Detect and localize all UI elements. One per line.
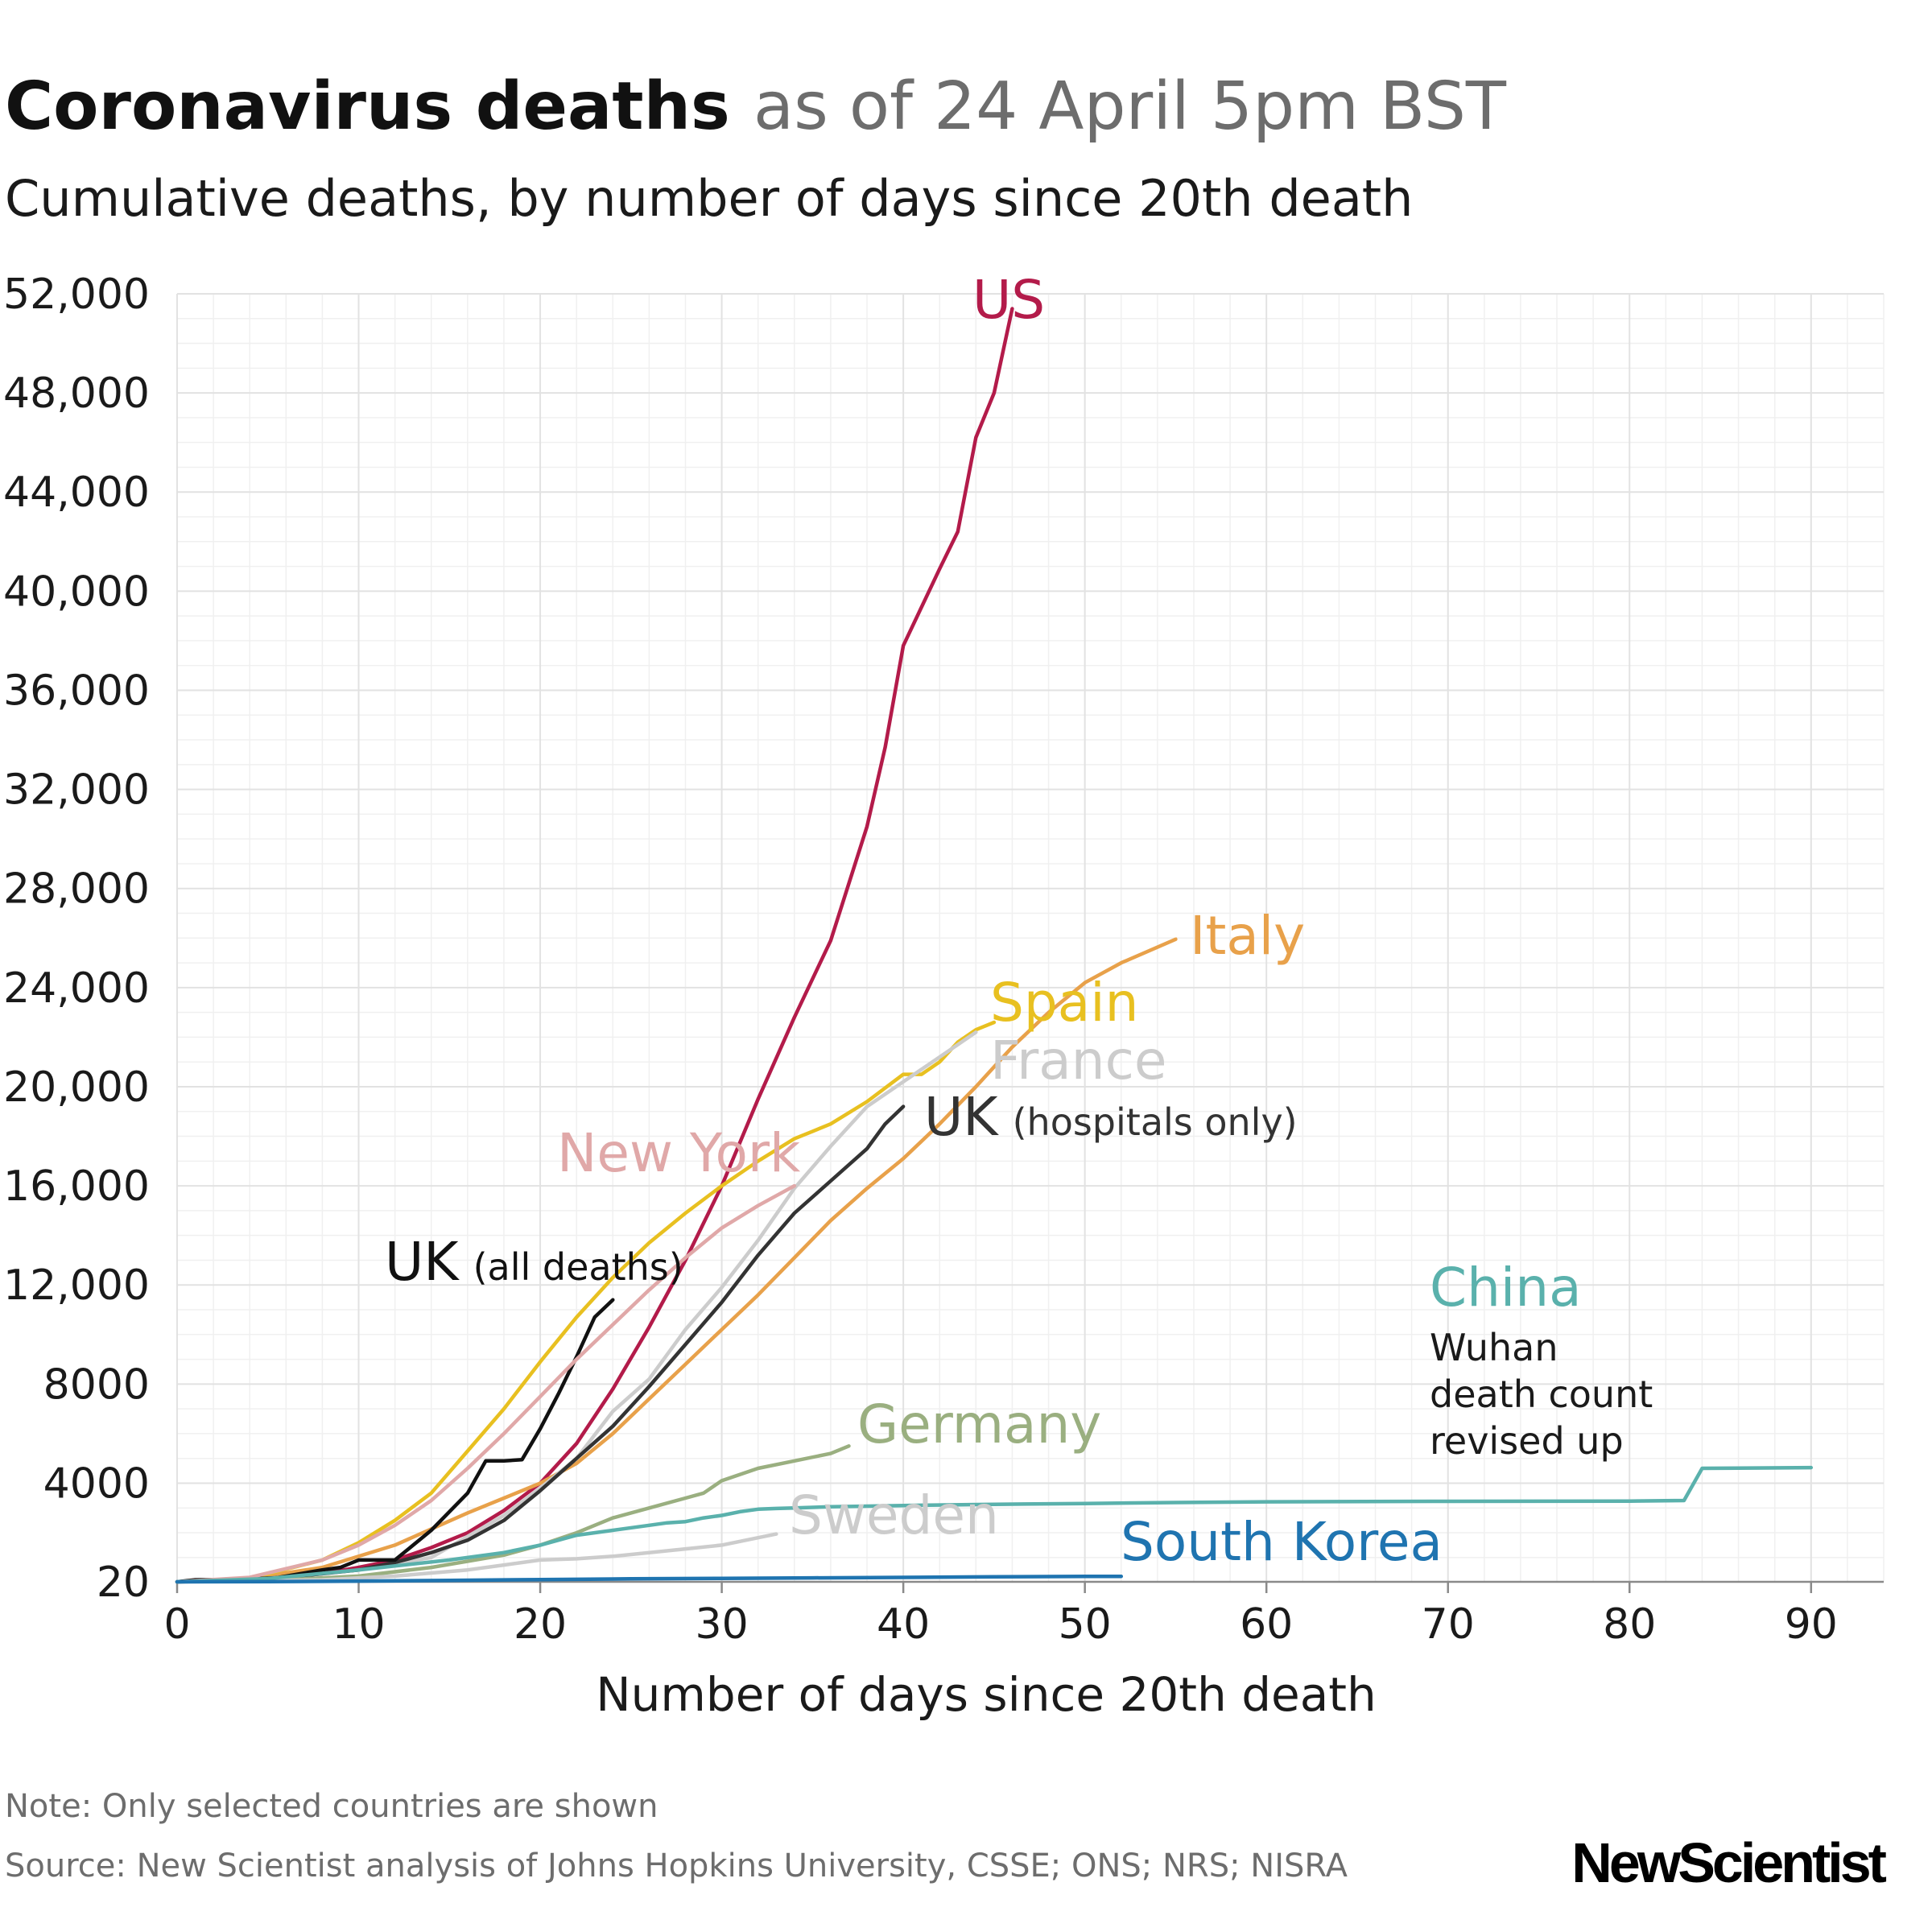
series-line-france <box>175 1030 978 1584</box>
annotation-line-1: Wuhan <box>1430 1326 1558 1369</box>
series-label-spain: Spain <box>990 972 1138 1034</box>
series-label-main: US <box>972 269 1045 331</box>
y-tick-label: 20,000 <box>3 1063 150 1112</box>
x-tick-label: 0 <box>163 1600 190 1649</box>
x-tick-label: 50 <box>1059 1600 1112 1649</box>
y-tick-label: 20 <box>97 1558 150 1607</box>
series-line-china <box>175 1465 1814 1584</box>
y-tick-label: 12,000 <box>3 1261 150 1310</box>
series-label-main: Germany <box>857 1393 1101 1455</box>
new-scientist-logo: NewScientist <box>1571 1831 1886 1894</box>
y-tick-label: 28,000 <box>3 865 150 914</box>
y-tick-label: 40,000 <box>3 568 150 616</box>
series-line-sweden <box>175 1532 778 1584</box>
chart-title: Coronavirus deaths as of 24 April 5pm BS… <box>5 68 1507 145</box>
series-line-uk-all-deaths <box>175 1298 615 1584</box>
wuhan-annotation: Wuhan death count revised up <box>1430 1326 1665 1463</box>
series-label-sub: (hospitals only) <box>1013 1100 1298 1144</box>
series-label-new-york: New York <box>557 1122 801 1184</box>
y-tick-label: 4000 <box>43 1459 150 1508</box>
series-label-south-korea: South Korea <box>1121 1511 1443 1573</box>
y-tick-label: 36,000 <box>3 667 150 715</box>
y-tick-label: 44,000 <box>3 469 150 517</box>
title-bold: Coronavirus deaths <box>5 68 730 145</box>
y-tick-label: 24,000 <box>3 964 150 1013</box>
series-label-main: Spain <box>990 972 1138 1034</box>
annotation-line-2: death count <box>1430 1373 1653 1416</box>
series-label-germany: Germany <box>857 1393 1101 1455</box>
x-tick-label: 40 <box>877 1600 930 1649</box>
series-label-main: China <box>1430 1257 1582 1319</box>
footnote-note: Note: Only selected countries are shown <box>5 1788 658 1825</box>
series-label-us: US <box>972 269 1045 331</box>
series-line-italy <box>175 937 1178 1584</box>
series-label-france: France <box>990 1030 1166 1092</box>
series-label-sweden: Sweden <box>789 1484 999 1546</box>
series-lines <box>175 307 1814 1584</box>
series-label-main: Italy <box>1190 905 1305 967</box>
series-line-uk-hospitals-only <box>175 1104 906 1584</box>
x-tick-label: 30 <box>696 1600 749 1649</box>
x-tick-label: 70 <box>1422 1600 1475 1649</box>
y-tick-label: 32,000 <box>3 766 150 815</box>
series-line-germany <box>175 1444 851 1584</box>
series-label-main: UK <box>385 1231 460 1293</box>
x-tick-label: 10 <box>332 1600 385 1649</box>
series-line-spain <box>175 1020 997 1584</box>
series-label-main: UK <box>924 1086 999 1148</box>
x-tick-label: 90 <box>1785 1600 1838 1649</box>
series-line-new-york <box>175 1183 797 1584</box>
annotation-line-3: revised up <box>1430 1419 1624 1463</box>
series-label-main: France <box>990 1030 1166 1092</box>
series-label-uk-hospitals-only: UK (hospitals only) <box>924 1086 1298 1148</box>
x-axis-title: Number of days since 20th death <box>596 1667 1377 1722</box>
y-tick-label: 16,000 <box>3 1162 150 1211</box>
series-label-main: South Korea <box>1121 1511 1443 1573</box>
y-tick-label: 8000 <box>43 1360 150 1409</box>
title-light: as of 24 April 5pm BST <box>753 68 1507 145</box>
footnote-source: Source: New Scientist analysis of Johns … <box>5 1847 1348 1885</box>
chart-subtitle: Cumulative deaths, by number of days sin… <box>5 169 1413 228</box>
series-line-south-korea <box>175 1574 1124 1584</box>
series-label-china: China <box>1430 1257 1582 1319</box>
series-label-uk-all-deaths: UK (all deaths) <box>385 1231 683 1293</box>
axes: 0 10 20 30 40 50 60 70 80 90 20 4000 8000 12,000 16,00… <box>3 270 1884 1649</box>
series-label-main: New York <box>557 1122 801 1184</box>
y-tick-label: 52,000 <box>3 270 150 319</box>
series-label-sub: (all deaths) <box>473 1245 683 1289</box>
y-tick-label: 48,000 <box>3 369 150 418</box>
grid <box>176 293 1885 1583</box>
x-tick-label: 60 <box>1240 1600 1293 1649</box>
series-line-us <box>175 307 1014 1584</box>
x-tick-label: 80 <box>1603 1600 1656 1649</box>
x-tick-label: 20 <box>514 1600 567 1649</box>
series-label-italy: Italy <box>1190 905 1305 967</box>
series-label-main: Sweden <box>789 1484 999 1546</box>
